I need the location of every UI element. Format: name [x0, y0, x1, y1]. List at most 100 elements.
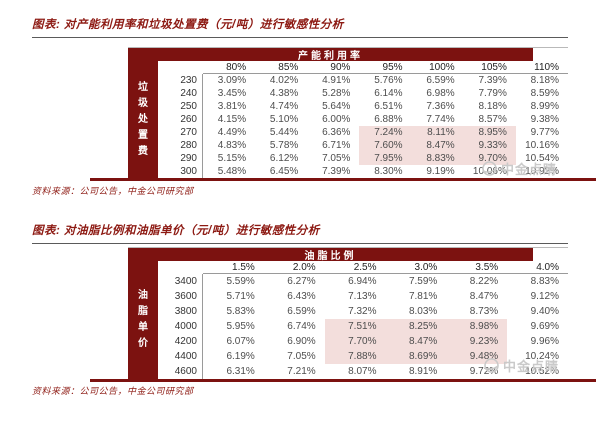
data-cell: 6.36% — [322, 127, 351, 138]
table-row: 290 5.15% 6.12% 7.05% 7.95% 8.83% 9.70% 10.54% — [158, 152, 568, 165]
data-cell: 6.51% — [374, 101, 403, 112]
data-cell: 6.94% — [348, 276, 377, 287]
table2-band-label: 油脂比例 — [128, 248, 533, 262]
table-row: 3400 5.59% 6.27% 6.94% 7.59% 8.22% 8.83% — [158, 274, 568, 289]
data-cell: 7.95% — [359, 152, 412, 165]
column-header-cell: 90% — [307, 61, 360, 74]
data-cell: 7.32% — [348, 306, 377, 317]
data-cell: 9.48% — [446, 349, 508, 364]
data-cell: 10.16% — [525, 140, 559, 151]
table-row: 250 3.81% 4.74% 5.64% 6.51% 7.36% 8.18% 8.99% — [158, 100, 568, 113]
data-cell: 5.78% — [269, 140, 299, 151]
data-cell: 9.40% — [530, 306, 559, 317]
data-cell: 5.59% — [226, 276, 255, 287]
header-spacer — [158, 261, 203, 274]
data-cell: 8.18% — [478, 101, 507, 112]
row-header-cell: 4600 — [158, 364, 203, 379]
column-header-cell: 4.0% — [507, 261, 568, 274]
data-cell: 8.18% — [530, 75, 559, 86]
column-header-row: 80% 85% 90% 95% 100% 105% 110% — [158, 61, 568, 74]
watermark-text: 中金点睛 — [501, 162, 558, 177]
data-cell: 10.54% — [525, 153, 559, 164]
row-header-cell: 260 — [158, 113, 203, 126]
data-cell: 10.92% — [525, 166, 559, 177]
column-header-cell: 3.5% — [446, 261, 508, 274]
figure1-title: 图表: 对产能利用率和垃圾处置费（元/吨）进行敏感性分析 — [32, 16, 568, 38]
data-cell: 5.48% — [217, 166, 247, 177]
data-cell: 8.47% — [469, 291, 499, 302]
side-label-char: 置 — [138, 129, 148, 141]
data-cell: 8.98% — [446, 319, 508, 334]
data-cell: 7.21% — [287, 366, 316, 377]
data-cell: 7.39% — [322, 166, 351, 177]
data-cell: 8.07% — [348, 366, 377, 377]
row-header-cell: 4200 — [158, 334, 203, 349]
row-header-cell: 230 — [158, 74, 203, 87]
data-cell: 8.25% — [385, 319, 447, 334]
data-cell: 7.81% — [408, 291, 438, 302]
data-cell: 5.10% — [269, 114, 299, 125]
data-cell: 7.05% — [322, 153, 351, 164]
side-label-char: 单 — [138, 322, 148, 333]
data-cell: 9.38% — [530, 114, 559, 125]
data-cell: 7.60% — [359, 139, 412, 152]
data-cell: 7.51% — [324, 319, 386, 334]
table-row: 260 4.15% 5.10% 6.00% 6.88% 7.74% 8.57% 9.38% — [158, 113, 568, 126]
data-cell: 7.79% — [478, 88, 507, 99]
sensitivity-table-capacity-vs-disposal-fee: 产能利用率 垃圾处置费 80% 85% 90% 95% 100% 105% 110% 230 3… — [90, 47, 596, 181]
data-cell: 9.72% — [469, 366, 499, 377]
data-cell: 5.64% — [322, 101, 351, 112]
column-header-cell: 80% — [203, 61, 256, 74]
data-cell: 6.45% — [269, 166, 299, 177]
table1-side-label: 垃圾处置费 — [128, 61, 158, 178]
data-cell: 5.83% — [226, 306, 255, 317]
data-cell: 7.36% — [426, 101, 455, 112]
data-cell: 9.96% — [530, 336, 559, 347]
table1-header-band-row: 产能利用率 — [128, 48, 568, 62]
data-cell: 8.69% — [385, 349, 447, 364]
data-cell: 8.95% — [463, 126, 516, 139]
table2-grid: 1.5% 2.0% 2.5% 3.0% 3.5% 4.0% 3400 5.59% 6.27% 6.… — [158, 261, 568, 379]
row-header-cell: 280 — [158, 139, 203, 152]
table1-band-label: 产能利用率 — [128, 48, 533, 62]
table2-body: 油脂单价 1.5% 2.0% 2.5% 3.0% 3.5% 4.0% 3400 5.59% 6.… — [128, 261, 568, 379]
data-cell: 8.73% — [469, 306, 499, 317]
column-header-cell: 2.0% — [263, 261, 325, 274]
data-cell: 3.81% — [217, 101, 247, 112]
data-cell: 7.70% — [324, 334, 386, 349]
data-cell: 7.59% — [408, 276, 438, 287]
column-header-cell: 100% — [411, 61, 464, 74]
row-header-cell: 300 — [158, 165, 203, 178]
table-row: 4200 6.07% 6.90% 7.70% 8.47% 9.23% 9.96% — [158, 334, 568, 349]
data-cell: 7.24% — [359, 126, 412, 139]
data-cell: 6.90% — [287, 336, 316, 347]
data-cell: 5.15% — [217, 153, 247, 164]
data-cell: 6.00% — [322, 114, 351, 125]
table2-header-band-row: 油脂比例 — [128, 248, 568, 262]
row-header-cell: 270 — [158, 126, 203, 139]
row-header-cell: 240 — [158, 87, 203, 100]
row-header-cell: 3800 — [158, 304, 203, 319]
row-header-cell: 4400 — [158, 349, 203, 364]
side-label-char: 圾 — [138, 97, 148, 109]
data-cell: 4.38% — [269, 88, 299, 99]
data-cell: 10.52% — [525, 366, 559, 377]
data-cell: 8.47% — [385, 334, 447, 349]
data-cell: 7.05% — [287, 351, 316, 362]
data-cell: 8.03% — [408, 306, 438, 317]
data-cell: 4.91% — [322, 75, 351, 86]
data-cell: 5.28% — [322, 88, 351, 99]
column-header-cell: 105% — [463, 61, 516, 74]
data-cell: 6.27% — [287, 276, 316, 287]
data-cell: 6.74% — [287, 321, 316, 332]
data-cell: 7.39% — [478, 75, 507, 86]
table2-bottom-border — [90, 379, 596, 382]
table-row: 3600 5.71% 6.43% 7.13% 7.81% 8.47% 9.12% — [158, 289, 568, 304]
data-cell: 5.95% — [226, 321, 255, 332]
watermark-text: 中金点睛 — [503, 359, 560, 374]
data-cell: 6.31% — [226, 366, 255, 377]
data-cell: 8.59% — [530, 88, 559, 99]
table1-bottom-border — [90, 178, 596, 181]
data-cell: 9.19% — [426, 166, 455, 177]
